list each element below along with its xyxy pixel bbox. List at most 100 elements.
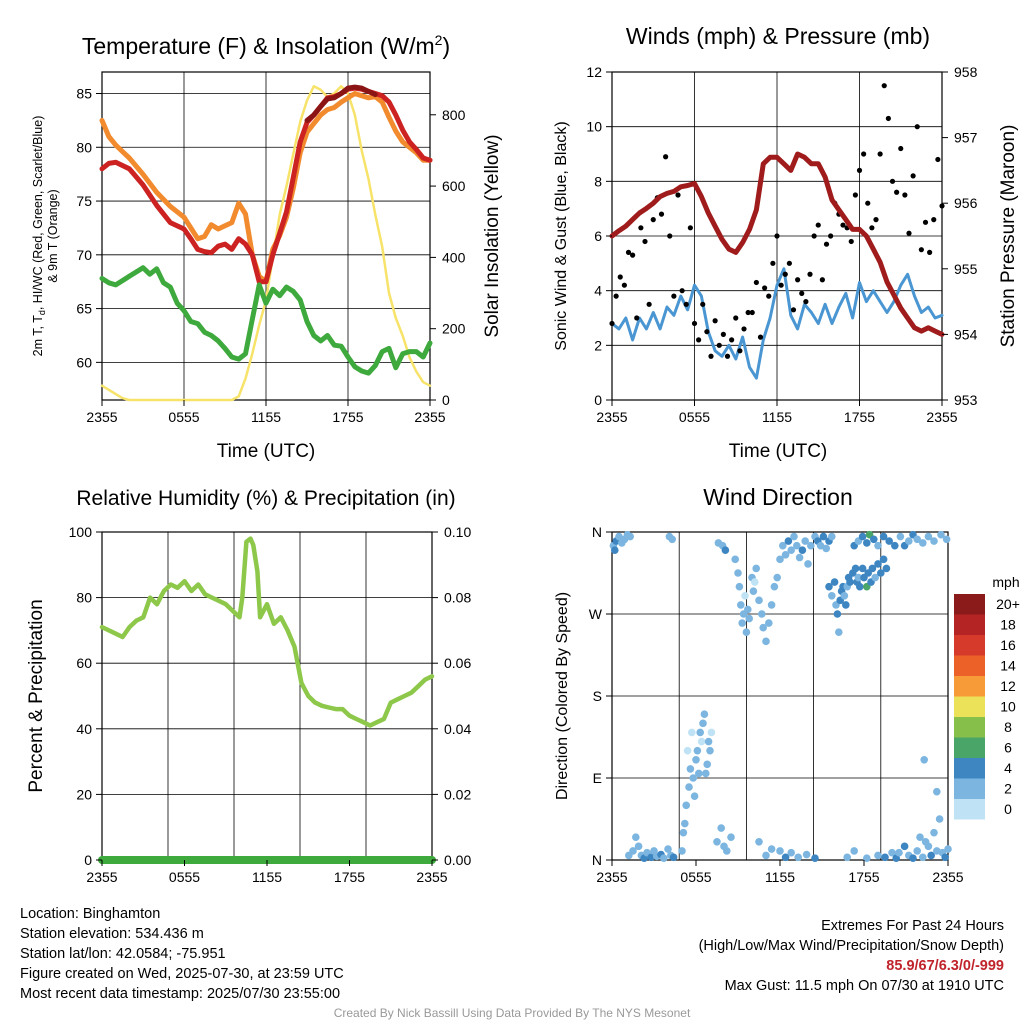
direction-point (924, 532, 933, 541)
direction-point (858, 564, 867, 573)
legend-swatch (954, 717, 985, 738)
direction-point (807, 541, 815, 550)
gust-point (724, 353, 731, 359)
gust-point (609, 320, 615, 327)
direction-point (882, 564, 891, 573)
direction-point (833, 610, 842, 618)
direction-point (937, 530, 945, 539)
gust-point (753, 279, 759, 286)
gust-point (667, 233, 673, 239)
gust-point (914, 124, 920, 130)
direction-point (634, 842, 643, 851)
gust-point (642, 238, 648, 245)
direction-point (704, 737, 713, 746)
temperature-xlabel: Time (UTC) (217, 441, 316, 462)
legend-label: 8 (1004, 719, 1012, 735)
direction-point (773, 573, 781, 582)
station-info: Location: Binghamton Station elevation: … (20, 904, 344, 1004)
direction-point (767, 845, 776, 853)
gust-point (766, 293, 772, 299)
humidity-xtick-label: 1155 (252, 869, 282, 885)
direction-point (909, 854, 917, 862)
direction-point (749, 587, 758, 596)
direction-point (888, 848, 896, 857)
wind-y2tick-label: 953 (954, 392, 978, 408)
gust-point (671, 293, 677, 299)
temperature-xtick-label: 1155 (251, 409, 281, 425)
gust-point (873, 217, 879, 223)
location-text: Location: Binghamton (20, 906, 161, 922)
solar-insolation-line (100, 85, 432, 402)
gust-point (737, 348, 743, 354)
gust-point (852, 192, 858, 198)
gust-point (840, 222, 846, 228)
gust-point (683, 301, 689, 307)
wind-xtick-label: 2355 (596, 409, 627, 425)
extremes-info: Extremes For Past 24 Hours (High/Low/Max… (699, 916, 1004, 996)
direction-point (679, 828, 688, 837)
temperature-ytick-label: 60 (76, 354, 92, 370)
gust-point (762, 285, 768, 291)
gust-point (819, 277, 825, 283)
direction-point (885, 537, 893, 545)
direction-point (828, 591, 836, 600)
direction-point (879, 532, 888, 541)
humidity-panel: Relative Humidity (%) & Precipitation (i… (26, 487, 471, 885)
direction-point (770, 582, 779, 591)
direction-point (933, 787, 941, 796)
direction-point (881, 853, 889, 862)
gust-point (712, 318, 718, 324)
direction-point (731, 555, 739, 564)
direction-point (668, 535, 676, 544)
gust-point (696, 337, 702, 343)
direction-point (699, 719, 707, 728)
gust-point (704, 329, 710, 335)
wind-ytick-label: 0 (594, 392, 602, 408)
direction-point (784, 537, 793, 545)
direction-point (690, 792, 699, 801)
direction-point (801, 537, 809, 545)
direction-point (870, 535, 878, 544)
direction-point (919, 539, 927, 547)
max-gust-text: Max Gust: 11.5 mph On 07/30 at 1910 UTC (724, 978, 1004, 994)
direction-point (790, 532, 798, 541)
temperature-ytick-label: 70 (76, 247, 92, 263)
direction-point (924, 842, 933, 851)
gust-point (646, 301, 652, 307)
gust-point (869, 225, 875, 231)
gust-point (865, 200, 871, 206)
direction-xtick-label: 2355 (596, 869, 627, 885)
wind-panel: Winds (mph) & Pressure (mb) Time (UTC) S… (553, 23, 1019, 462)
wind-xtick-label: 1755 (844, 409, 875, 425)
credit-text: Created By Nick Bassill Using Data Provi… (333, 1006, 691, 1020)
direction-point (843, 853, 851, 862)
humidity-xtick-label: 0555 (169, 869, 200, 885)
direction-point (874, 541, 882, 550)
heat-index-line (304, 84, 378, 123)
gust-point (774, 233, 780, 239)
elevation-text: Station elevation: 534.436 m (20, 926, 204, 942)
temperature-ytick-label: 85 (76, 86, 92, 102)
direction-point (804, 560, 812, 568)
created-text: Figure created on Wed, 2025-07-30, at 23… (20, 966, 344, 982)
wind-ytick-label: 8 (594, 173, 602, 189)
direction-point (669, 853, 678, 862)
direction-point (767, 601, 776, 609)
direction-point (822, 544, 830, 553)
humidity-ytick-label: 40 (76, 721, 92, 737)
direction-point (692, 755, 700, 764)
pressure-line (609, 151, 945, 337)
direction-point (713, 837, 721, 846)
gust-point (691, 320, 698, 327)
direction-point (879, 555, 888, 564)
direction-point (858, 532, 867, 541)
humidity-xtick-label: 2355 (416, 869, 447, 885)
direction-point (781, 550, 790, 559)
gust-point (700, 301, 706, 307)
legend-label: 20+ (996, 596, 1020, 612)
direction-point (703, 760, 711, 769)
temperature-y2tick-label: 400 (442, 249, 466, 265)
direction-point (895, 848, 903, 857)
gust-point (720, 331, 726, 337)
